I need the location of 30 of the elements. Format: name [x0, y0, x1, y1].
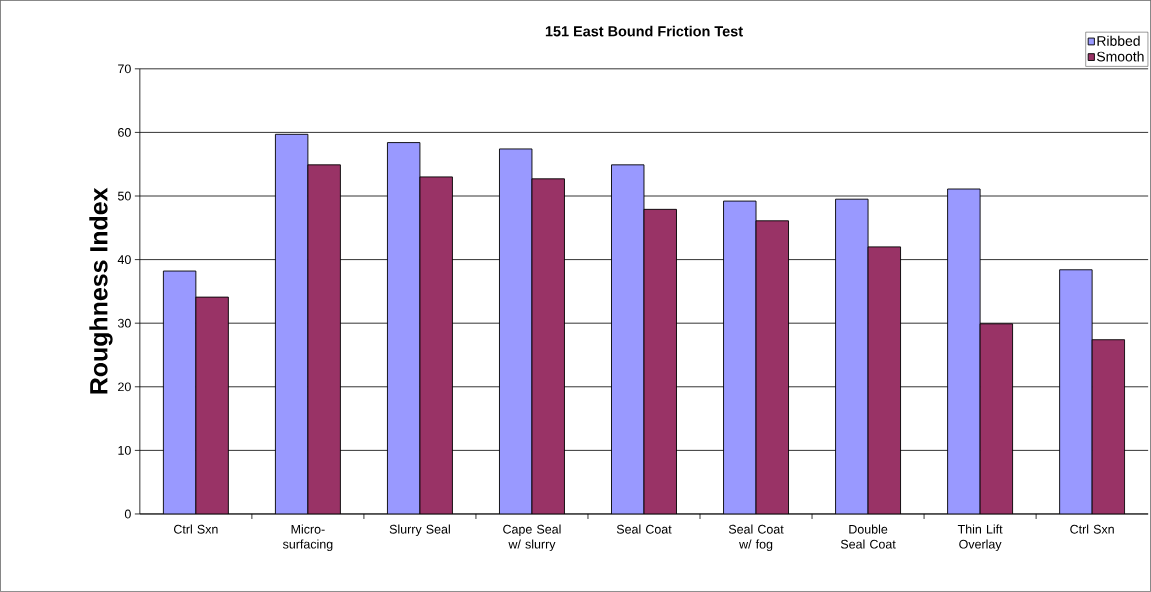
chart-title: 151 East Bound Friction Test: [545, 25, 743, 37]
x-tick-label: Cape Seal w/ slurry: [503, 524, 561, 552]
bar: [162, 270, 197, 515]
legend-label: Ribbed: [1097, 35, 1140, 47]
x-tick-label: Micro-surfacing: [282, 524, 333, 552]
x-tick-label: Slurry Seal: [389, 524, 450, 537]
y-tick-label: 60: [118, 128, 131, 137]
bar: [723, 200, 757, 515]
bar: [611, 164, 645, 515]
bar: [947, 188, 981, 515]
y-axis-title: Roughness Index: [89, 187, 113, 394]
bar: [386, 142, 421, 515]
x-tick-label: Ctrl Sxn: [174, 524, 218, 534]
x-tick-label: Ctrl Sxn: [1070, 524, 1114, 534]
y-tick-label: 70: [118, 64, 131, 74]
y-tick-label: 10: [118, 446, 131, 455]
y-tick-label: 20: [118, 382, 131, 392]
y-tick-label: 30: [117, 318, 131, 328]
x-tick-label: Seal Coat w/ fog: [728, 524, 784, 552]
bar: [499, 148, 533, 515]
x-tick-label: Double Seal Coat: [840, 524, 896, 549]
x-tick-label: Thin Lift Overlay: [957, 524, 1003, 552]
y-tick-label: 0: [124, 509, 131, 519]
bar: [1059, 269, 1093, 515]
bar: [835, 198, 869, 515]
bar: [274, 133, 309, 515]
y-tick-label: 50: [117, 191, 131, 201]
legend-label: Smooth: [1097, 51, 1144, 62]
x-tick-label: Seal Coat: [616, 524, 672, 534]
y-tick-label: 40: [117, 255, 131, 265]
